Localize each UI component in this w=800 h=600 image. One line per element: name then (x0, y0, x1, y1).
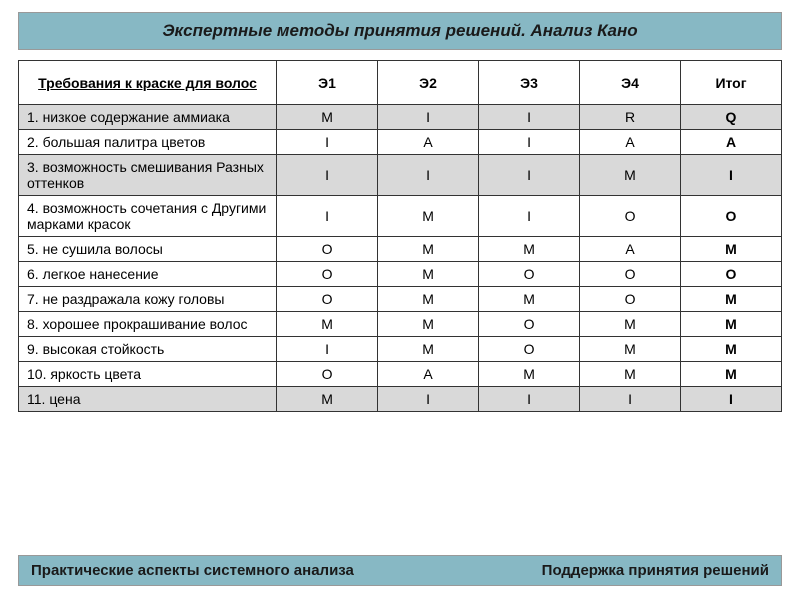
row-label: 10. яркость цвета (19, 362, 277, 387)
cell-value: O (479, 262, 580, 287)
cell-value: I (479, 387, 580, 412)
cell-value: I (378, 155, 479, 196)
table-row: 8. хорошее прокрашивание волосMMOMM (19, 312, 782, 337)
cell-value: M (378, 262, 479, 287)
cell-value: M (479, 287, 580, 312)
cell-value: I (479, 155, 580, 196)
table-row: 1. низкое содержание аммиакаMIIRQ (19, 105, 782, 130)
cell-itog: O (681, 196, 782, 237)
cell-value: I (479, 196, 580, 237)
row-label: 9. высокая стойкость (19, 337, 277, 362)
cell-value: I (378, 105, 479, 130)
table-row: 4. возможность сочетания с Другими марка… (19, 196, 782, 237)
table-row: 2. большая палитра цветовIAIAA (19, 130, 782, 155)
kano-table: Требования к краске для волос Э1 Э2 Э3 Э… (18, 60, 782, 412)
cell-value: A (580, 130, 681, 155)
table-row: 3. возможность смешивания Разных оттенко… (19, 155, 782, 196)
cell-itog: M (681, 337, 782, 362)
row-label: 6. легкое нанесение (19, 262, 277, 287)
footer-right: Поддержка принятия решений (542, 562, 769, 579)
cell-value: I (479, 130, 580, 155)
cell-value: M (378, 287, 479, 312)
cell-value: I (277, 337, 378, 362)
cell-itog: M (681, 362, 782, 387)
cell-value: O (580, 262, 681, 287)
cell-value: A (580, 237, 681, 262)
table-row: 11. ценаMIIII (19, 387, 782, 412)
cell-value: O (277, 262, 378, 287)
row-label: 1. низкое содержание аммиака (19, 105, 277, 130)
col-header-e4: Э4 (580, 61, 681, 105)
cell-itog: M (681, 312, 782, 337)
cell-value: M (580, 362, 681, 387)
table-row: 7. не раздражала кожу головыOMMOM (19, 287, 782, 312)
table-row: 10. яркость цветаOAMMM (19, 362, 782, 387)
col-header-itog: Итог (681, 61, 782, 105)
row-label: 11. цена (19, 387, 277, 412)
cell-value: M (580, 155, 681, 196)
cell-value: O (277, 362, 378, 387)
cell-itog: O (681, 262, 782, 287)
cell-value: A (378, 362, 479, 387)
row-label: 8. хорошее прокрашивание волос (19, 312, 277, 337)
cell-itog: A (681, 130, 782, 155)
cell-value: I (580, 387, 681, 412)
col-header-e3: Э3 (479, 61, 580, 105)
table-row: 5. не сушила волосыOMMAM (19, 237, 782, 262)
cell-value: R (580, 105, 681, 130)
table-row: 9. высокая стойкостьIMOMM (19, 337, 782, 362)
cell-value: I (277, 130, 378, 155)
cell-value: O (479, 337, 580, 362)
table-header-row: Требования к краске для волос Э1 Э2 Э3 Э… (19, 61, 782, 105)
cell-value: M (580, 337, 681, 362)
cell-value: I (277, 196, 378, 237)
cell-value: M (479, 237, 580, 262)
cell-value: M (378, 337, 479, 362)
cell-value: O (580, 196, 681, 237)
cell-value: M (277, 312, 378, 337)
cell-itog: I (681, 387, 782, 412)
cell-value: O (277, 237, 378, 262)
row-label: 3. возможность смешивания Разных оттенко… (19, 155, 277, 196)
cell-value: M (378, 312, 479, 337)
cell-value: M (378, 196, 479, 237)
cell-value: I (479, 105, 580, 130)
cell-value: I (378, 387, 479, 412)
cell-value: M (277, 105, 378, 130)
row-label: 7. не раздражала кожу головы (19, 287, 277, 312)
footer-left: Практические аспекты системного анализа (31, 562, 354, 579)
cell-itog: M (681, 287, 782, 312)
cell-value: O (479, 312, 580, 337)
col-header-requirement: Требования к краске для волос (19, 61, 277, 105)
col-header-e2: Э2 (378, 61, 479, 105)
cell-itog: I (681, 155, 782, 196)
row-label: 4. возможность сочетания с Другими марка… (19, 196, 277, 237)
row-label: 5. не сушила волосы (19, 237, 277, 262)
cell-value: M (378, 237, 479, 262)
cell-value: I (277, 155, 378, 196)
cell-value: M (580, 312, 681, 337)
footer-bar: Практические аспекты системного анализа … (18, 555, 782, 586)
cell-value: O (580, 287, 681, 312)
table-row: 6. легкое нанесениеOMOOO (19, 262, 782, 287)
cell-value: M (277, 387, 378, 412)
cell-itog: M (681, 237, 782, 262)
cell-itog: Q (681, 105, 782, 130)
cell-value: M (479, 362, 580, 387)
cell-value: O (277, 287, 378, 312)
row-label: 2. большая палитра цветов (19, 130, 277, 155)
col-header-e1: Э1 (277, 61, 378, 105)
page-title: Экспертные методы принятия решений. Анал… (18, 12, 782, 50)
cell-value: A (378, 130, 479, 155)
